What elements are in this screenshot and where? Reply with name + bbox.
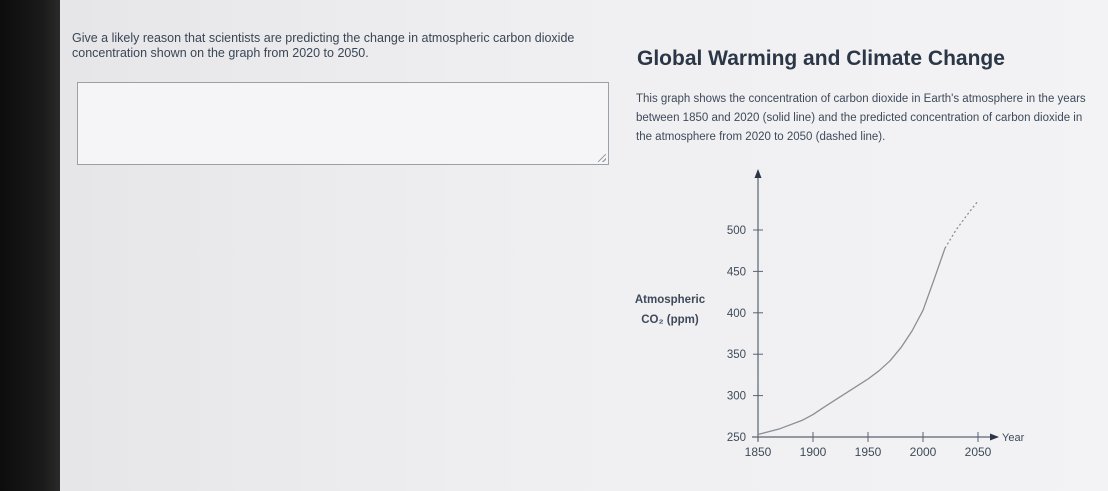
y-axis-title: CO₂ (ppm)	[641, 314, 699, 326]
resize-handle-icon[interactable]	[598, 154, 606, 162]
y-tick-label: 300	[727, 391, 746, 403]
description-line: the atmosphere from 2020 to 2050 (dashed…	[636, 131, 886, 143]
y-tick-label: 400	[727, 308, 746, 320]
predicted-co2-line	[944, 200, 979, 249]
y-tick-label: 250	[727, 432, 746, 444]
measured-co2-line	[757, 247, 946, 436]
question-prompt: Give a likely reason that scientists are…	[72, 31, 575, 60]
x-tick-label: 1850	[745, 445, 772, 459]
x-tick-label: 2000	[910, 445, 937, 459]
y-axis-arrow-icon	[754, 169, 762, 178]
y-tick-label: 450	[727, 266, 746, 278]
monitor-bezel	[0, 0, 60, 491]
x-tick-label: 1900	[800, 445, 827, 459]
co2-line-chart: 250 300 350 400 450 500 1850 1900 1950 2000 2050 Ye…	[635, 169, 1025, 459]
screen-background	[60, 0, 1108, 491]
x-tick-label: 2050	[965, 445, 992, 459]
panel-title: Global Warming and Climate Change	[637, 47, 1005, 70]
x-axis-title: Year	[1002, 432, 1025, 444]
answer-textarea[interactable]	[77, 82, 609, 165]
y-tick-label: 350	[727, 349, 746, 361]
description-line: between 1850 and 2020 (solid line) and t…	[636, 112, 1083, 124]
y-axis-title: Atmospheric	[635, 294, 706, 306]
panel-description: This graph shows the concentration of ca…	[636, 90, 1108, 147]
x-tick-label: 1950	[855, 445, 882, 459]
x-axis-arrow-icon	[990, 433, 999, 441]
description-line: This graph shows the concentration of ca…	[636, 93, 1086, 105]
y-tick-label: 500	[727, 225, 746, 237]
